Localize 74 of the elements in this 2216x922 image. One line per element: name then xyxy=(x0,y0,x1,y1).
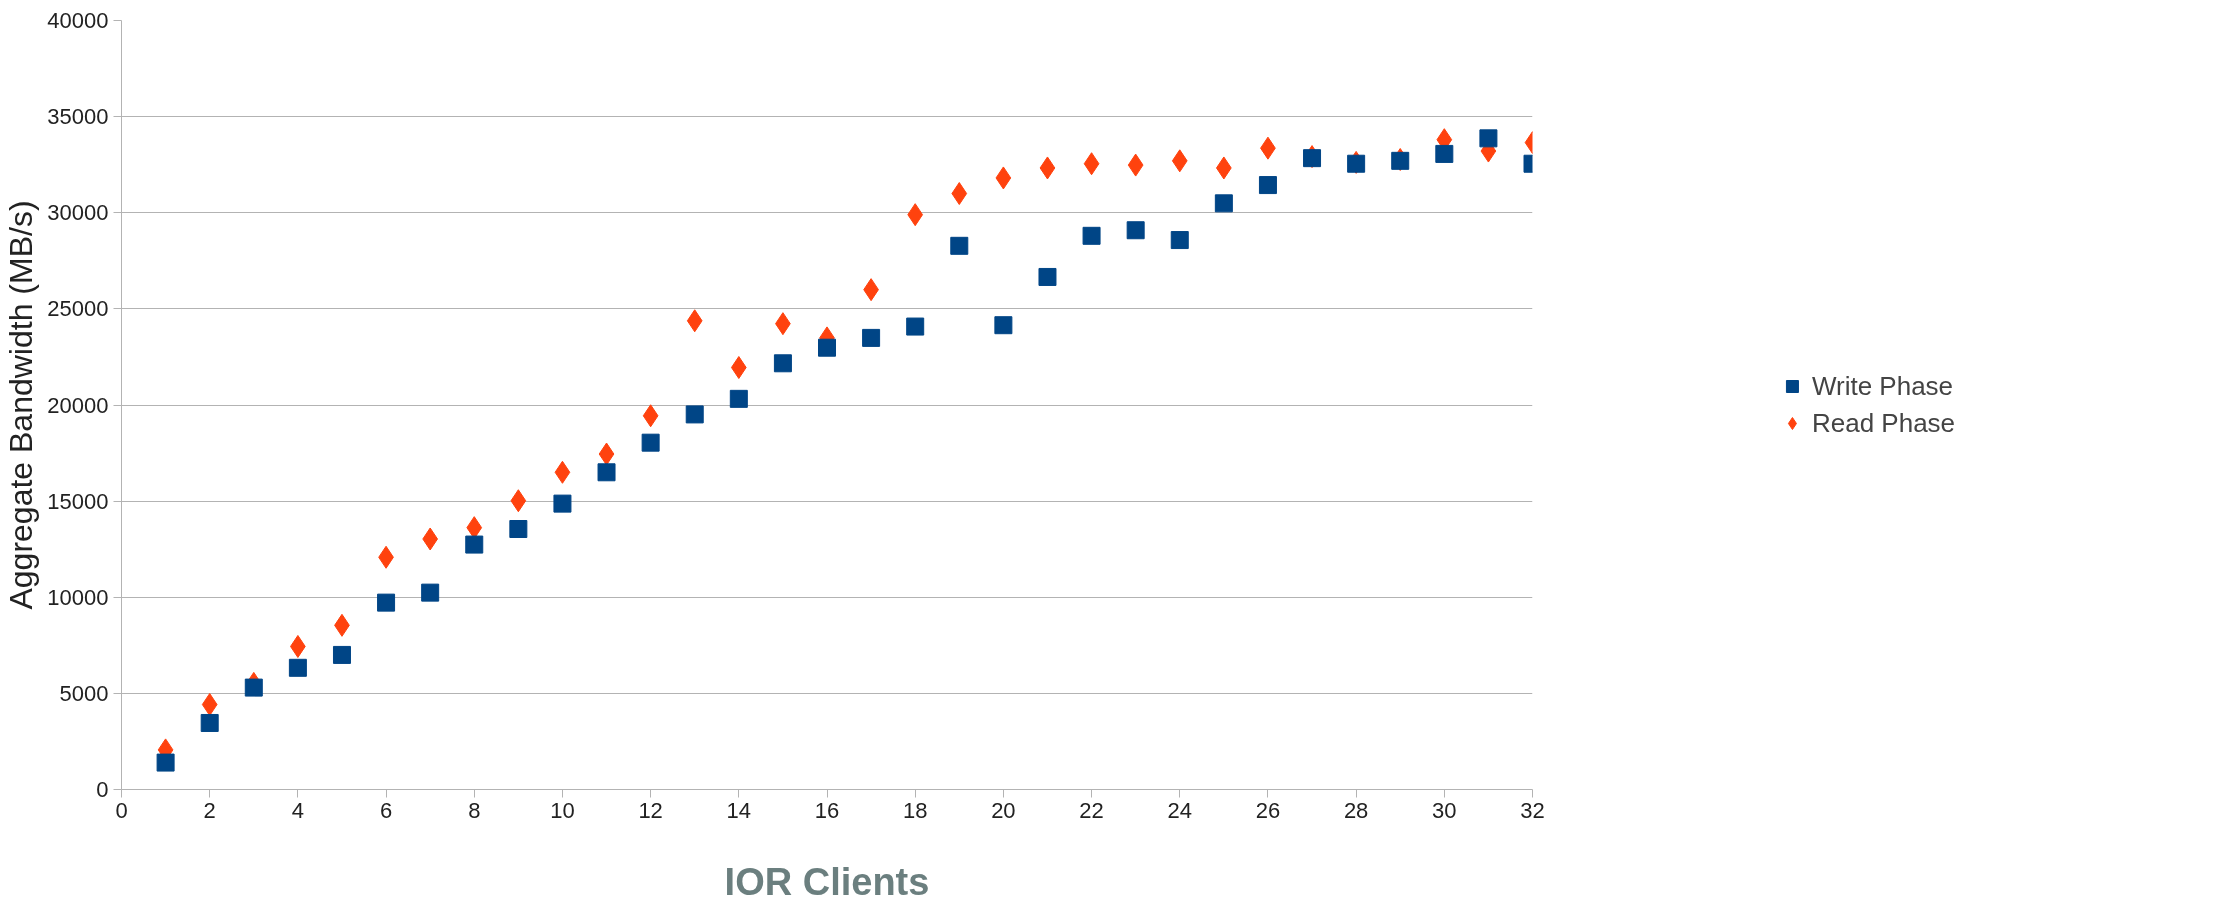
x-tick-label: 4 xyxy=(291,797,305,823)
point xyxy=(554,460,571,484)
legend-label: Write Phase xyxy=(1811,370,1954,402)
point xyxy=(465,535,484,554)
point xyxy=(598,442,615,466)
point xyxy=(509,520,528,538)
point xyxy=(288,658,307,677)
x-tick-label: 20 xyxy=(991,797,1016,823)
point xyxy=(862,328,881,347)
point xyxy=(553,494,572,513)
point xyxy=(244,678,263,697)
point xyxy=(906,317,925,336)
x-tick-label: 24 xyxy=(1167,797,1192,823)
y-tick-label: 40000 xyxy=(47,8,109,33)
x-tick-label: 0 xyxy=(115,797,128,823)
x-tick-label: 30 xyxy=(1432,797,1457,823)
point xyxy=(773,354,792,373)
x-tick-label: 16 xyxy=(814,797,840,823)
x-tick-label: 32 xyxy=(1520,797,1545,823)
y-tick-label: 25000 xyxy=(47,296,109,322)
point xyxy=(1258,176,1277,195)
x-tick-label: 2 xyxy=(203,797,216,823)
point xyxy=(1171,149,1188,173)
point xyxy=(1039,156,1056,180)
point xyxy=(332,645,351,664)
x-tick-label: 8 xyxy=(468,797,481,823)
point xyxy=(642,404,659,428)
x-tick-label: 18 xyxy=(902,797,928,823)
y-tick-label: 10000 xyxy=(47,584,109,610)
point xyxy=(156,753,175,772)
x-tick-label: 14 xyxy=(726,797,752,823)
point xyxy=(377,593,396,612)
y-tick-label: 30000 xyxy=(47,200,109,226)
y-tick-label: 0 xyxy=(96,777,109,802)
point xyxy=(1082,226,1101,245)
point xyxy=(1303,149,1322,168)
point xyxy=(907,203,924,227)
point xyxy=(421,583,440,602)
point xyxy=(510,489,527,513)
point xyxy=(201,693,218,717)
y-tick-label: 5000 xyxy=(59,680,109,706)
point xyxy=(950,236,969,255)
point xyxy=(1127,153,1144,177)
point xyxy=(1170,231,1189,250)
y-tick-label: 35000 xyxy=(47,104,109,130)
x-axis-title: IOR Clients xyxy=(724,860,930,903)
legend-label: Read Phase xyxy=(1811,407,1956,439)
x-tick-label: 6 xyxy=(379,797,393,823)
point xyxy=(729,389,748,408)
point xyxy=(1435,144,1454,163)
y-axis-title: Aggregate Bandwidth (MB/s) xyxy=(3,200,40,610)
point xyxy=(686,309,703,333)
x-tick-label: 12 xyxy=(638,797,663,823)
point xyxy=(1479,129,1498,148)
point xyxy=(995,166,1012,190)
point xyxy=(951,182,968,206)
point xyxy=(597,463,616,482)
point xyxy=(1038,267,1057,286)
point xyxy=(730,356,747,380)
point xyxy=(994,316,1013,335)
x-tick-label: 22 xyxy=(1079,797,1104,823)
x-tick-label: 26 xyxy=(1255,797,1281,823)
y-tick-label: 15000 xyxy=(47,488,109,514)
point xyxy=(200,713,219,732)
point xyxy=(1083,152,1100,176)
point xyxy=(818,338,836,357)
point xyxy=(1126,221,1145,240)
point xyxy=(1214,194,1233,213)
point xyxy=(685,405,704,424)
x-tick-label: 10 xyxy=(550,797,575,823)
point xyxy=(1347,154,1366,173)
point xyxy=(641,433,660,452)
x-tick-label: 28 xyxy=(1343,797,1369,823)
y-tick-label: 20000 xyxy=(47,392,109,418)
